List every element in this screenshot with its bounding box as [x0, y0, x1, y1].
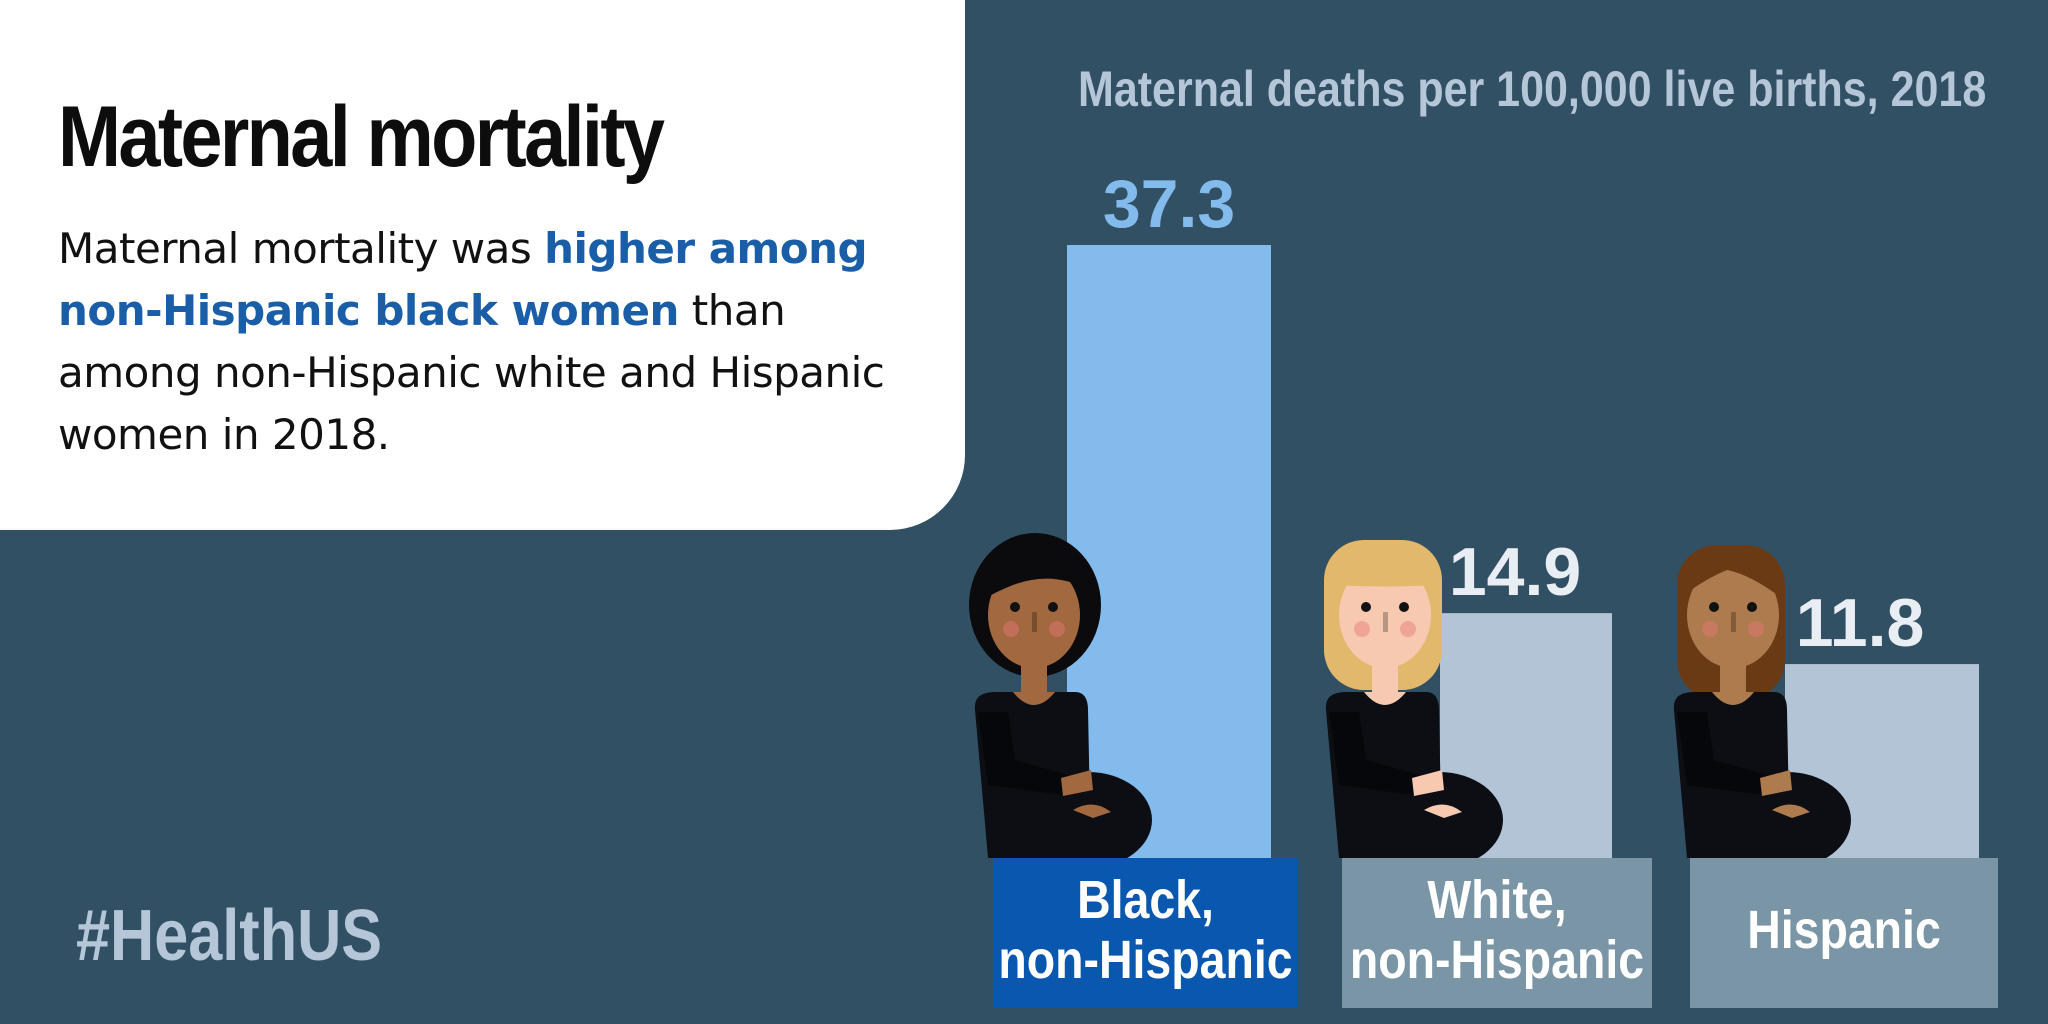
- cheek: [1049, 621, 1065, 637]
- headline: Maternal mortality: [58, 89, 665, 185]
- cheek: [1400, 621, 1416, 637]
- nose: [1731, 612, 1736, 632]
- summary-part-2: than among non-Hispanic white and Hispan…: [58, 286, 885, 459]
- hand: [1772, 804, 1810, 818]
- arm: [1329, 712, 1419, 795]
- hand: [1424, 804, 1462, 818]
- face: [1687, 562, 1779, 668]
- category-label-line: non-Hispanic: [998, 929, 1292, 990]
- white-woman-figure: [1324, 540, 1503, 868]
- summary-part-1: Maternal mortality was: [58, 224, 545, 273]
- nose: [1383, 612, 1388, 632]
- belly: [1375, 772, 1503, 868]
- hand: [1061, 770, 1093, 796]
- category-box: [1342, 858, 1652, 1008]
- summary-highlight: higher among non-Hispanic black women: [58, 224, 868, 335]
- hispanic-woman-figure: [1673, 545, 1851, 868]
- bar-value-label: 11.8: [1796, 585, 1925, 661]
- summary-text: Maternal mortality was higher among non-…: [58, 218, 938, 466]
- cheek: [1702, 621, 1718, 637]
- hashtag: #HealthUS: [76, 896, 383, 976]
- collar: [1013, 692, 1055, 705]
- collar: [1364, 692, 1406, 705]
- nose: [1032, 612, 1037, 632]
- category-label-line: Hispanic: [1747, 899, 1941, 960]
- fringe: [983, 545, 1089, 600]
- category-box: [993, 858, 1298, 1008]
- fringe: [1332, 546, 1438, 600]
- belly: [1024, 772, 1152, 868]
- cheek: [1003, 621, 1019, 637]
- bar-value-label: 14.9: [1449, 534, 1581, 610]
- bar-value-label: 37.3: [1103, 166, 1235, 242]
- eye: [1010, 602, 1020, 612]
- cheek: [1354, 621, 1370, 637]
- category-box: [1690, 858, 1998, 1008]
- chart-title: Maternal deaths per 100,000 live births,…: [1078, 61, 1987, 117]
- hand: [1073, 804, 1111, 818]
- cheek: [1748, 621, 1764, 637]
- category-label-line: Black,: [1077, 869, 1214, 930]
- arm: [978, 712, 1068, 795]
- summary-card: Maternal mortality Maternal mortality wa…: [0, 0, 965, 530]
- hand: [1412, 770, 1444, 796]
- collar: [1712, 692, 1754, 705]
- category-label-line: non-Hispanic: [1350, 929, 1644, 990]
- arm: [1677, 712, 1767, 795]
- bar: [1067, 245, 1271, 858]
- eye: [1747, 602, 1757, 612]
- black-woman-figure: [969, 533, 1152, 868]
- eye: [1709, 602, 1719, 612]
- eye: [1361, 602, 1371, 612]
- hand: [1760, 770, 1792, 796]
- category-label: White, non-Hispanic: [1350, 869, 1644, 990]
- fringe: [1684, 545, 1784, 600]
- belly: [1723, 772, 1851, 868]
- category-label-line: White,: [1427, 869, 1566, 930]
- category-label: Black, non-Hispanic: [998, 869, 1292, 990]
- category-label: Hispanic: [1747, 899, 1941, 960]
- eye: [1399, 602, 1409, 612]
- face: [988, 562, 1080, 668]
- face: [1339, 562, 1431, 668]
- eye: [1048, 602, 1058, 612]
